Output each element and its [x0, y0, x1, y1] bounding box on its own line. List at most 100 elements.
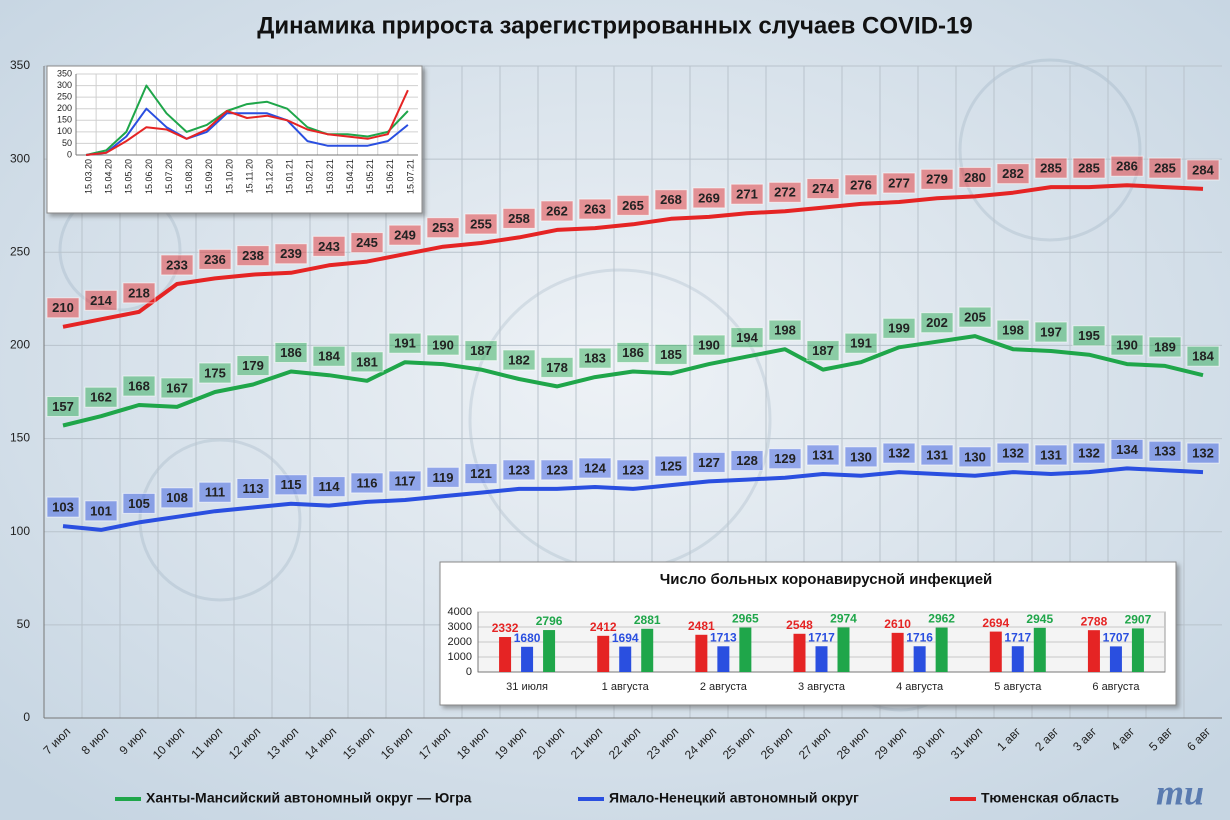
data-label: 134 — [1116, 442, 1138, 457]
data-label: 285 — [1078, 161, 1100, 176]
y-tick-label: 150 — [57, 115, 72, 125]
label-box — [578, 198, 612, 220]
data-label: 198 — [1002, 323, 1024, 338]
y-tick-label: 150 — [10, 431, 30, 445]
bar — [793, 633, 806, 672]
label-box — [274, 342, 308, 364]
y-tick-label: 4000 — [448, 606, 472, 618]
data-label: 157 — [52, 399, 74, 414]
x-tick-label: 15.05.20 — [124, 159, 134, 194]
label-box — [1186, 159, 1220, 181]
data-label: 279 — [926, 172, 948, 187]
data-label: 271 — [736, 187, 758, 202]
label-box — [1110, 334, 1144, 356]
legend-label: Ямало-Ненецкий автономный округ — [609, 790, 859, 806]
x-tick-label: 2 августа — [700, 681, 748, 693]
label-box — [426, 466, 460, 488]
series-line — [85, 89, 409, 156]
bar — [717, 646, 730, 672]
data-label: 2974 — [830, 612, 857, 626]
data-label: 186 — [280, 345, 302, 360]
label-box — [882, 442, 916, 464]
bar — [1131, 628, 1144, 672]
data-label: 187 — [812, 343, 834, 358]
data-label: 184 — [318, 349, 340, 364]
label-box — [692, 334, 726, 356]
bar — [695, 634, 708, 672]
data-label: 103 — [52, 500, 74, 515]
data-label: 2481 — [688, 619, 715, 633]
x-tick-label: 15.07.20 — [164, 159, 174, 194]
label-box — [996, 163, 1030, 185]
y-tick-label: 0 — [23, 710, 30, 724]
x-tick-label: 15.11.20 — [244, 159, 254, 193]
data-label: 116 — [357, 475, 378, 490]
label-box — [1072, 157, 1106, 179]
label-box — [502, 459, 536, 481]
label-box — [198, 481, 232, 503]
data-label: 190 — [432, 337, 454, 352]
data-label: 190 — [1116, 337, 1138, 352]
label-box — [1186, 345, 1220, 367]
label-box — [84, 386, 118, 408]
bar — [1011, 646, 1024, 672]
label-box — [236, 477, 270, 499]
data-label: 2332 — [492, 621, 519, 635]
label-box — [122, 375, 156, 397]
bar-chart: 0 1000 2000 3000 4000 31 июля 1 августа 2 авгус… — [448, 606, 1166, 693]
label-box — [882, 172, 916, 194]
y-tick-label: 250 — [57, 92, 72, 102]
data-label: 198 — [774, 323, 796, 338]
data-label: 258 — [508, 211, 530, 226]
data-label: 210 — [52, 300, 74, 315]
x-tick-label: 15.03.20 — [83, 159, 93, 194]
data-label: 130 — [964, 449, 986, 464]
label-box — [464, 213, 498, 235]
label-box — [46, 396, 80, 418]
data-label: 179 — [242, 358, 264, 373]
label-box — [958, 446, 992, 468]
y-tick-label: 0 — [67, 149, 72, 159]
data-label: 286 — [1116, 159, 1138, 174]
legend: Ханты-Мансийский автономный округ — Югра… — [115, 790, 1120, 806]
label-box — [46, 297, 80, 319]
label-box — [654, 189, 688, 211]
bar — [1109, 646, 1122, 672]
data-label: 119 — [433, 470, 454, 485]
x-tick-label: 15.06.20 — [144, 159, 154, 194]
data-label: 1680 — [514, 631, 541, 645]
label-box — [540, 200, 574, 222]
data-label: 127 — [698, 455, 720, 470]
y-tick-label: 2000 — [448, 636, 472, 648]
data-label: 130 — [850, 449, 872, 464]
data-label: 181 — [356, 354, 378, 369]
bar — [989, 631, 1002, 672]
data-label: 129 — [774, 451, 796, 466]
label-box — [160, 377, 194, 399]
label-box — [502, 349, 536, 371]
label-box — [1148, 440, 1182, 462]
y-tick-label: 1000 — [448, 651, 472, 663]
label-box — [768, 181, 802, 203]
label-box — [1110, 155, 1144, 177]
series-line — [62, 183, 1204, 329]
data-label: 162 — [90, 390, 112, 405]
x-tick-label: 5 августа — [994, 681, 1042, 693]
logo: mu — [1156, 772, 1204, 812]
data-label: 123 — [622, 462, 644, 477]
data-label: 2694 — [982, 616, 1009, 630]
label-box — [1148, 157, 1182, 179]
label-box — [464, 463, 498, 485]
data-label: 175 — [204, 365, 226, 380]
label-box — [920, 168, 954, 190]
series-line — [85, 84, 409, 156]
data-label: 2412 — [590, 620, 617, 634]
bar — [739, 627, 752, 672]
label-box — [84, 289, 118, 311]
data-label: 214 — [90, 293, 112, 308]
data-label: 183 — [584, 351, 606, 366]
data-label: 123 — [546, 462, 568, 477]
label-box — [1072, 442, 1106, 464]
data-label: 131 — [812, 447, 834, 462]
x-tick-label: 1 августа — [602, 681, 650, 693]
